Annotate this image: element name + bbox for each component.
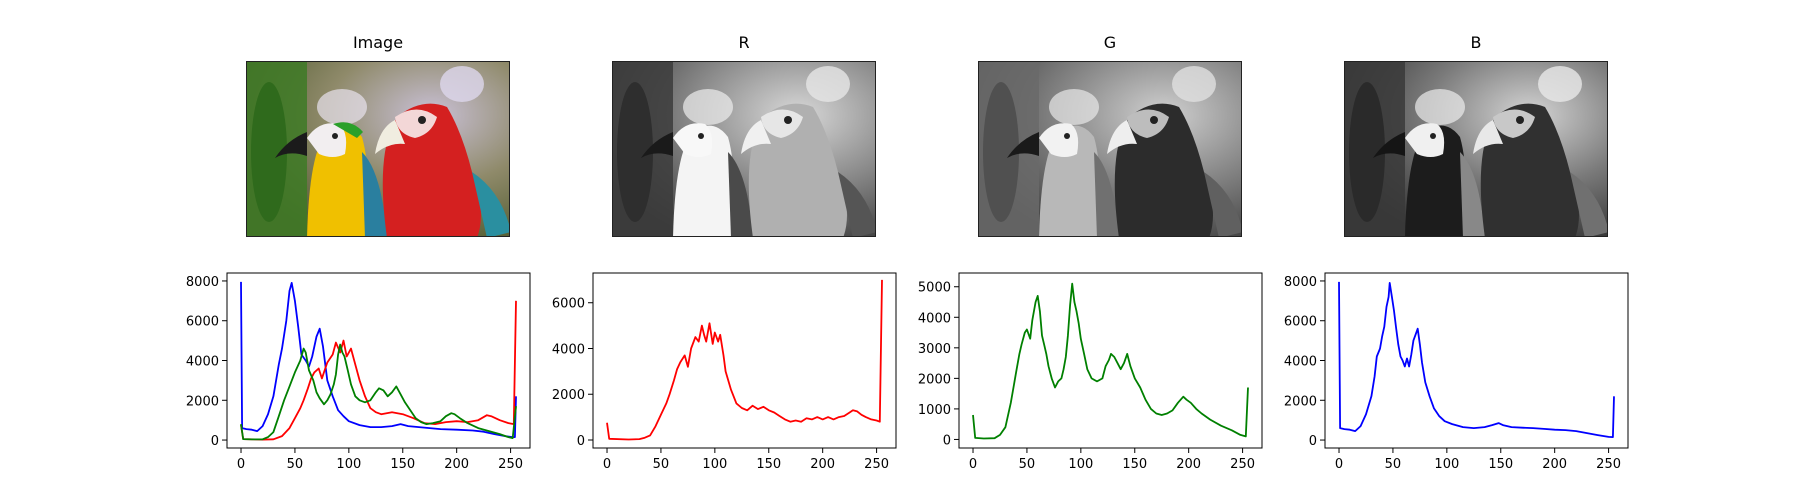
histogram-combined: 0 50 100 150 200 250 0 2000 4000 6000 8000 <box>186 272 531 472</box>
x-tick-label: 250 <box>498 457 523 472</box>
y-tick-label: 0 <box>943 433 951 448</box>
x-tick-label: 100 <box>1068 457 1093 472</box>
y-tick-label: 8000 <box>186 275 219 290</box>
y-tick-label: 5000 <box>918 281 951 296</box>
green-channel-image <box>978 61 1242 237</box>
y-tick-label: 4000 <box>552 342 585 357</box>
histogram-combined-plot: 0 50 100 150 200 250 0 2000 4000 6000 8000 <box>186 272 531 472</box>
axes-frame <box>958 272 1263 449</box>
green-channel-title: G <box>1103 33 1117 52</box>
y-tick-label: 4000 <box>186 355 219 370</box>
axes-frame <box>1324 272 1629 449</box>
x-tick-label: 100 <box>336 457 361 472</box>
x-tick-label: 0 <box>603 457 611 472</box>
y-tick-label: 2000 <box>186 394 219 409</box>
x-tick-label: 0 <box>237 457 245 472</box>
axes-frame <box>592 272 897 449</box>
y-tick-label: 2000 <box>1284 394 1317 409</box>
series-line-2 <box>240 343 517 441</box>
x-tick-label: 100 <box>702 457 727 472</box>
y-tick-label: 0 <box>577 434 585 449</box>
x-tick-label: 200 <box>444 457 469 472</box>
y-tick-label: 4000 <box>918 311 951 326</box>
x-tick-label: 150 <box>1488 457 1513 472</box>
x-tick-label: 250 <box>1230 457 1255 472</box>
y-tick-label: 2000 <box>552 388 585 403</box>
x-tick-label: 50 <box>287 457 304 472</box>
histogram-green-plot: 0 50 100 150 200 250 0 1000 2000 3000 4000 5000 <box>918 272 1263 472</box>
histogram-blue-plot: 0 50 100 150 200 250 0 2000 4000 6000 8000 <box>1284 272 1629 472</box>
axes-frame <box>226 272 531 449</box>
histogram-blue: 0 50 100 150 200 250 0 2000 4000 6000 8000 <box>1284 272 1629 472</box>
x-tick-label: 50 <box>1385 457 1402 472</box>
red-channel-image <box>612 61 876 237</box>
x-tick-label: 0 <box>1335 457 1343 472</box>
series-line-0 <box>606 279 883 441</box>
y-tick-label: 2000 <box>918 372 951 387</box>
x-tick-label: 150 <box>390 457 415 472</box>
y-tick-label: 6000 <box>552 297 585 312</box>
series-line-0 <box>240 281 517 439</box>
image-title: Image <box>352 33 404 52</box>
histogram-red-plot: 0 50 100 150 200 250 0 2000 4000 6000 <box>552 272 897 472</box>
y-tick-label: 3000 <box>918 342 951 357</box>
series-line-0 <box>972 282 1249 440</box>
y-tick-label: 8000 <box>1284 275 1317 290</box>
red-channel-title: R <box>738 33 750 52</box>
x-tick-label: 250 <box>1596 457 1621 472</box>
x-tick-label: 200 <box>1542 457 1567 472</box>
series-line-0 <box>1338 281 1615 439</box>
histogram-red: 0 50 100 150 200 250 0 2000 4000 6000 <box>552 272 897 472</box>
x-tick-label: 200 <box>1176 457 1201 472</box>
x-tick-label: 150 <box>1122 457 1147 472</box>
y-tick-label: 0 <box>211 434 219 449</box>
blue-channel-image <box>1344 61 1608 237</box>
y-tick-label: 1000 <box>918 403 951 418</box>
x-tick-label: 50 <box>1019 457 1036 472</box>
x-tick-label: 50 <box>653 457 670 472</box>
y-tick-label: 6000 <box>1284 315 1317 330</box>
parrots-color-image <box>246 61 510 237</box>
series-line-1 <box>240 300 517 441</box>
histogram-green: 0 50 100 150 200 250 0 1000 2000 3000 4000 5000 <box>918 272 1263 472</box>
x-tick-label: 200 <box>810 457 835 472</box>
y-tick-label: 0 <box>1309 434 1317 449</box>
blue-channel-title: B <box>1470 33 1482 52</box>
y-tick-label: 4000 <box>1284 355 1317 370</box>
y-tick-label: 6000 <box>186 315 219 330</box>
x-tick-label: 100 <box>1434 457 1459 472</box>
x-tick-label: 250 <box>864 457 889 472</box>
x-tick-label: 0 <box>969 457 977 472</box>
x-tick-label: 150 <box>756 457 781 472</box>
